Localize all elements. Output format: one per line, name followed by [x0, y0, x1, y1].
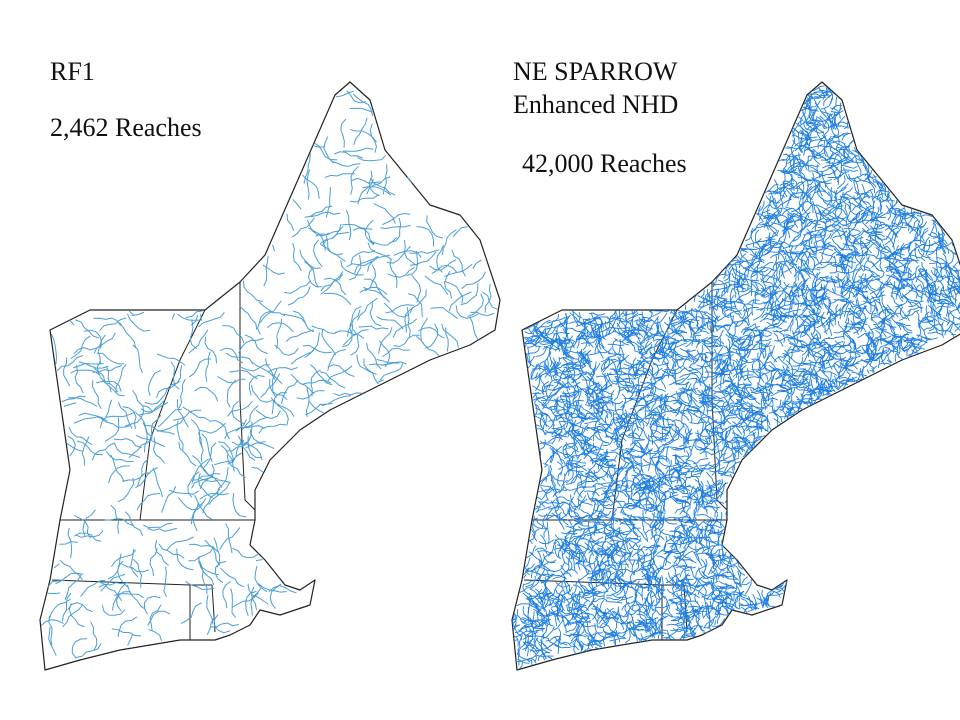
- panel-title: NE SPARROW: [513, 57, 678, 86]
- labels: RF1 2,462 Reaches NE SPARROW Enhanced NHD 42…: [50, 57, 687, 178]
- river-network: [511, 85, 960, 670]
- rivers-left: [40, 90, 499, 659]
- panel-title: Enhanced NHD: [513, 90, 678, 119]
- panel-title: RF1: [50, 57, 95, 86]
- panel-caption: 2,462 Reaches: [50, 113, 202, 142]
- panel-caption: 42,000 Reaches: [522, 149, 687, 178]
- river-network: [40, 90, 499, 659]
- rivers-right: [511, 85, 960, 670]
